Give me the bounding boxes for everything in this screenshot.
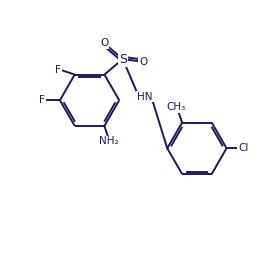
Text: NH₂: NH₂ (99, 136, 118, 146)
Text: S: S (119, 52, 127, 66)
Text: F: F (39, 95, 45, 105)
Text: O: O (100, 39, 108, 49)
Text: O: O (139, 57, 147, 67)
Text: HN: HN (137, 91, 153, 102)
Text: Cl: Cl (238, 143, 249, 153)
Text: F: F (55, 65, 61, 75)
Text: CH₃: CH₃ (167, 102, 186, 112)
